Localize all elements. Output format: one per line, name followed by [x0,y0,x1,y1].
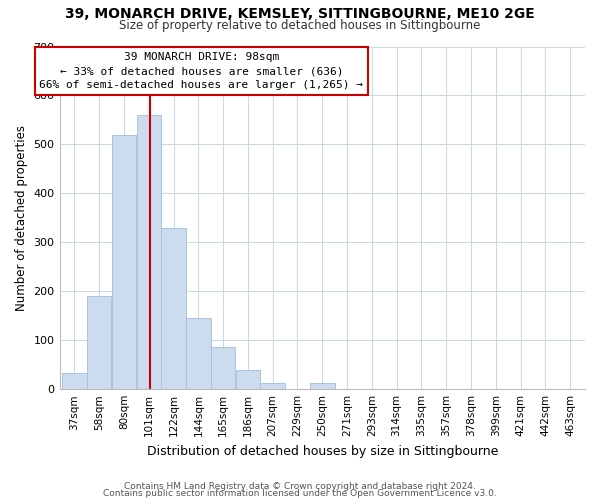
Text: Size of property relative to detached houses in Sittingbourne: Size of property relative to detached ho… [119,19,481,32]
Bar [260,384,285,389]
Bar [112,134,136,389]
Bar [310,384,335,389]
Bar [186,318,211,389]
Bar [236,370,260,389]
Bar [87,296,112,389]
X-axis label: Distribution of detached houses by size in Sittingbourne: Distribution of detached houses by size … [146,444,498,458]
Bar [211,347,235,389]
Text: 39 MONARCH DRIVE: 98sqm
← 33% of detached houses are smaller (636)
66% of semi-d: 39 MONARCH DRIVE: 98sqm ← 33% of detache… [40,52,364,90]
Y-axis label: Number of detached properties: Number of detached properties [15,125,28,311]
Text: Contains public sector information licensed under the Open Government Licence v3: Contains public sector information licen… [103,489,497,498]
Text: 39, MONARCH DRIVE, KEMSLEY, SITTINGBOURNE, ME10 2GE: 39, MONARCH DRIVE, KEMSLEY, SITTINGBOURN… [65,8,535,22]
Bar [137,115,161,389]
Bar [161,228,186,389]
Bar [62,373,86,389]
Text: Contains HM Land Registry data © Crown copyright and database right 2024.: Contains HM Land Registry data © Crown c… [124,482,476,491]
